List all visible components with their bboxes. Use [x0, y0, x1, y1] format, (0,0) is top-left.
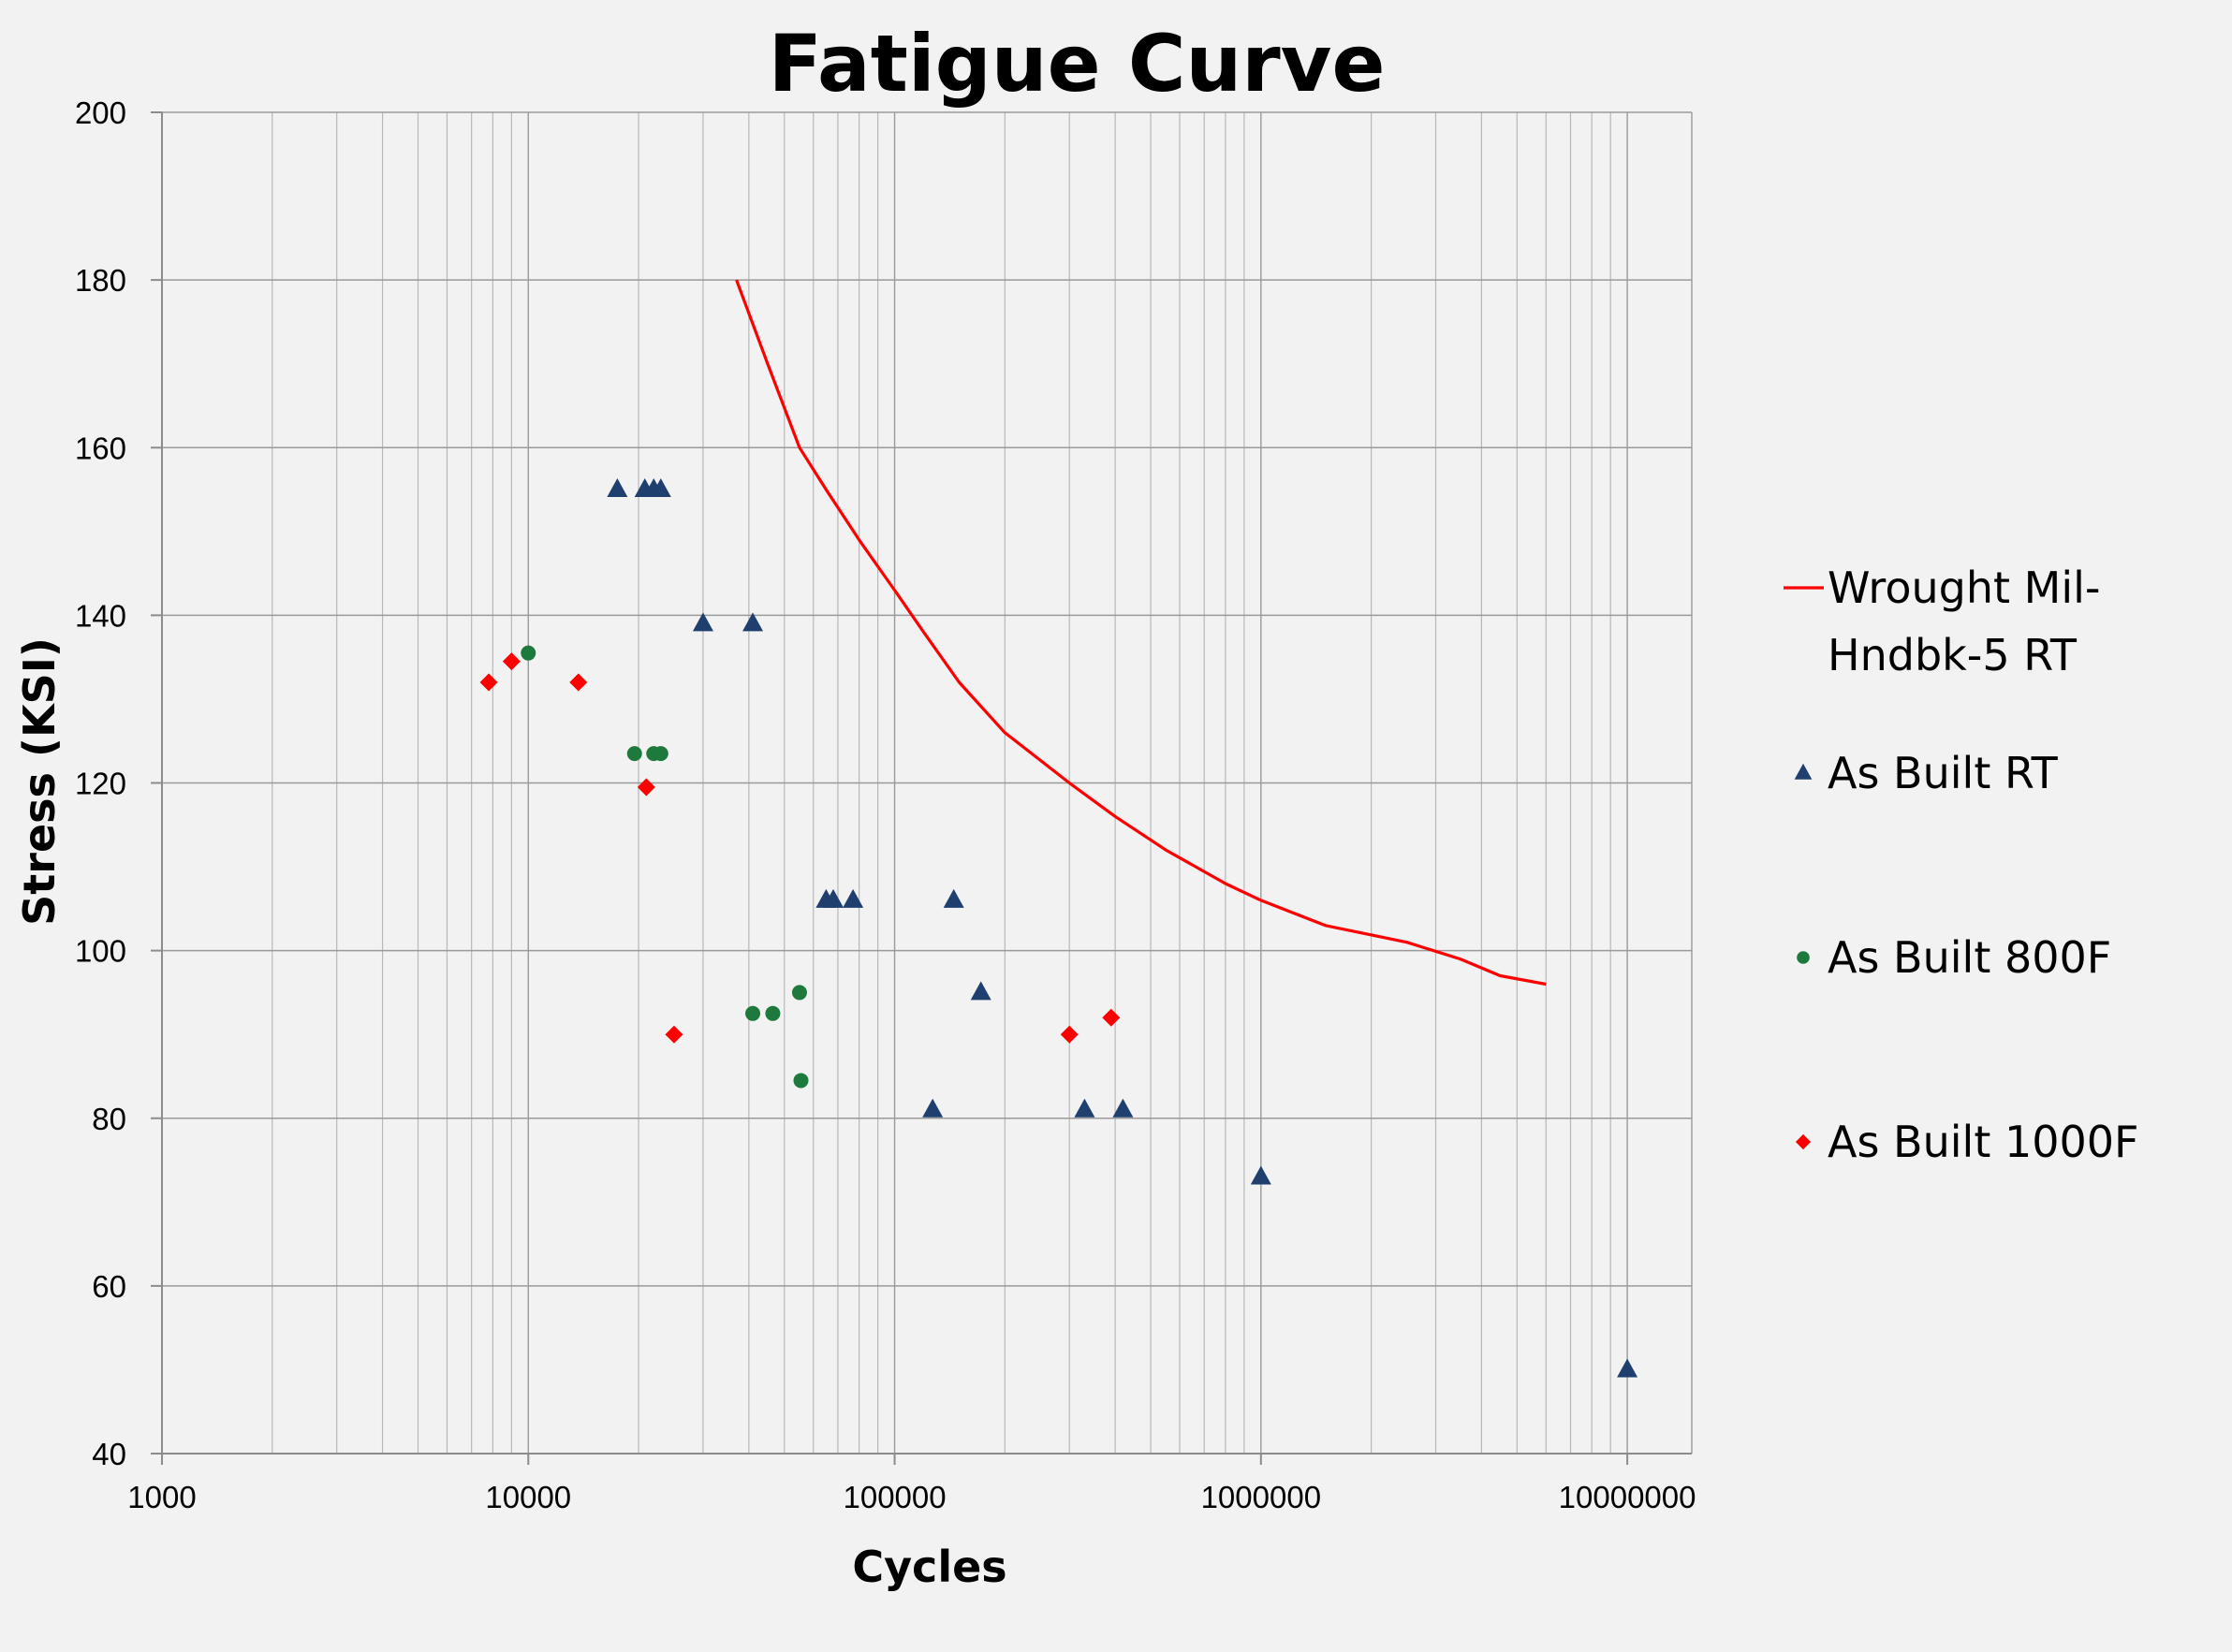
plot-series [479, 279, 1638, 1378]
legend-entry-1: Wrought Mil- Hndbk-5 RT [1784, 563, 2100, 680]
series-line [735, 279, 1547, 987]
data-point [637, 778, 655, 797]
legend-marker-swatch [1797, 951, 1810, 964]
data-point [843, 888, 864, 908]
x-tick-label: 10000000 [1559, 1480, 1696, 1514]
chart-title: Fatigue Curve [769, 18, 1386, 110]
series-2 [607, 478, 1638, 1378]
legend: Wrought Mil- Hndbk-5 RT As Built RT As Buil… [1784, 563, 2139, 1167]
data-point [607, 478, 628, 498]
y-tick-label: 180 [75, 263, 126, 298]
data-point [745, 1005, 761, 1021]
y-tick-label: 100 [75, 934, 126, 969]
data-point [1617, 1358, 1638, 1378]
legend-entry-4: As Built 1000F [1795, 1117, 2139, 1167]
x-tick-label: 10000 [485, 1480, 571, 1514]
y-tick-label: 40 [92, 1437, 126, 1471]
data-point [1102, 1008, 1121, 1027]
data-point [502, 652, 521, 671]
data-point [653, 746, 668, 762]
x-tick-label: 1000 [127, 1480, 196, 1514]
x-axis-title: Cycles [852, 1542, 1006, 1592]
plot-grid [161, 111, 1693, 1455]
legend-label: As Built 800F [1828, 932, 2111, 983]
data-point [1060, 1025, 1079, 1044]
data-point [1250, 1165, 1271, 1185]
y-tick-label: 200 [75, 95, 126, 130]
legend-marker-swatch [1795, 1133, 1812, 1150]
legend-label: As Built RT [1828, 748, 2059, 798]
x-tick-label: 100000 [843, 1480, 946, 1514]
data-point [823, 888, 844, 908]
data-point [922, 1098, 944, 1118]
data-point [970, 981, 991, 1001]
legend-label: Wrought Mil- [1828, 563, 2100, 613]
data-point [521, 645, 536, 661]
y-axis-title: Stress (KSI) [14, 637, 65, 926]
data-point [793, 1073, 809, 1089]
data-point [943, 888, 964, 908]
y-tick-label: 120 [75, 767, 126, 801]
data-point [665, 1025, 683, 1044]
series-3 [521, 645, 809, 1089]
series-1 [735, 279, 1547, 987]
legend-entry-3: As Built 800F [1797, 932, 2111, 983]
y-tick-label: 160 [75, 431, 126, 465]
data-point [742, 612, 764, 632]
plot-axes: 40 60 80 100 120 140 160 180 200 1000 10000 100000 1… [75, 95, 1696, 1514]
data-point [1112, 1098, 1134, 1118]
legend-label: As Built 1000F [1828, 1117, 2139, 1167]
data-point [692, 612, 713, 632]
legend-marker-swatch [1794, 763, 1813, 780]
data-point [569, 673, 588, 692]
legend-entry-2: As Built RT [1794, 748, 2059, 798]
y-tick-label: 80 [92, 1102, 126, 1136]
data-point [650, 478, 671, 498]
data-point [479, 673, 498, 692]
data-point [765, 1005, 781, 1021]
data-point [1074, 1098, 1095, 1118]
y-tick-label: 140 [75, 598, 126, 633]
y-tick-label: 60 [92, 1269, 126, 1304]
x-tick-label: 1000000 [1201, 1480, 1321, 1514]
data-point [626, 746, 642, 762]
data-point [791, 985, 807, 1001]
legend-label: Hndbk-5 RT [1828, 630, 2078, 680]
series-4 [479, 652, 1121, 1044]
